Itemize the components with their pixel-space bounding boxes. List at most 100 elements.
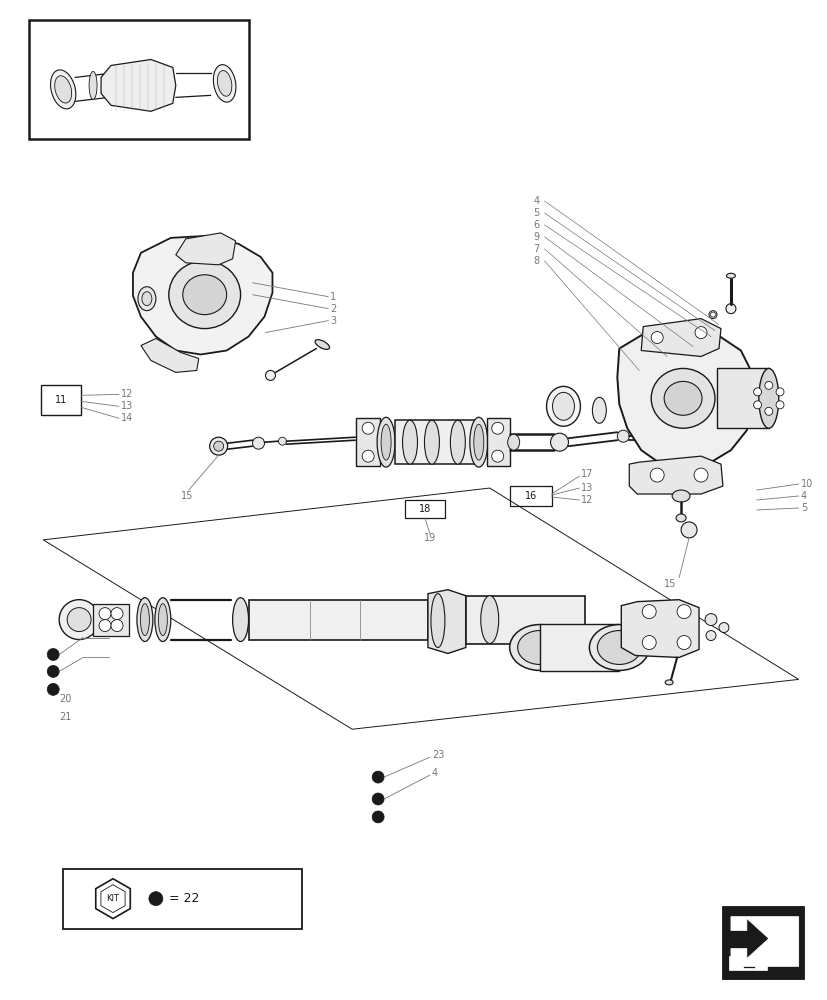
- Circle shape: [650, 332, 662, 344]
- Circle shape: [265, 370, 275, 380]
- Polygon shape: [629, 456, 722, 494]
- Ellipse shape: [552, 392, 574, 420]
- Polygon shape: [620, 600, 698, 657]
- Circle shape: [371, 811, 384, 823]
- Circle shape: [694, 327, 706, 339]
- Polygon shape: [356, 418, 380, 466]
- Circle shape: [704, 614, 716, 626]
- Ellipse shape: [589, 625, 648, 670]
- Text: 13: 13: [121, 401, 133, 411]
- Ellipse shape: [676, 514, 686, 522]
- Circle shape: [649, 468, 663, 482]
- Circle shape: [775, 388, 783, 396]
- Ellipse shape: [507, 434, 519, 450]
- Circle shape: [718, 623, 728, 633]
- Polygon shape: [101, 59, 175, 111]
- Polygon shape: [141, 339, 198, 372]
- Text: 12: 12: [581, 495, 593, 505]
- Ellipse shape: [663, 381, 701, 415]
- Ellipse shape: [141, 292, 151, 306]
- Ellipse shape: [169, 261, 241, 329]
- Circle shape: [764, 381, 772, 389]
- Circle shape: [371, 771, 384, 783]
- Ellipse shape: [402, 420, 417, 464]
- Text: 17: 17: [581, 469, 593, 479]
- Ellipse shape: [591, 397, 605, 423]
- Ellipse shape: [158, 604, 167, 636]
- Circle shape: [47, 665, 59, 677]
- Ellipse shape: [430, 594, 444, 648]
- Text: 9: 9: [533, 232, 539, 242]
- Circle shape: [693, 468, 707, 482]
- Polygon shape: [728, 953, 766, 970]
- Bar: [716, 368, 768, 428]
- Text: 5: 5: [533, 208, 539, 218]
- Circle shape: [491, 422, 503, 434]
- Ellipse shape: [596, 631, 640, 664]
- Text: 4: 4: [800, 491, 805, 501]
- Circle shape: [213, 441, 223, 451]
- Circle shape: [753, 388, 761, 396]
- Circle shape: [617, 430, 629, 442]
- Text: 18: 18: [418, 504, 431, 514]
- Ellipse shape: [380, 424, 390, 460]
- Text: 1: 1: [330, 292, 336, 302]
- Text: 20: 20: [59, 694, 71, 704]
- Text: 4: 4: [432, 768, 437, 778]
- Ellipse shape: [424, 420, 439, 464]
- Circle shape: [252, 437, 264, 449]
- Bar: [394, 420, 476, 464]
- Polygon shape: [486, 418, 509, 466]
- Bar: [404, 500, 444, 518]
- Circle shape: [59, 600, 99, 640]
- Bar: [722, 907, 801, 978]
- Ellipse shape: [136, 598, 153, 642]
- Bar: [466, 596, 585, 644]
- Ellipse shape: [155, 598, 170, 642]
- Ellipse shape: [473, 424, 483, 460]
- Polygon shape: [617, 327, 752, 468]
- Circle shape: [753, 401, 761, 409]
- Text: 15: 15: [663, 579, 676, 589]
- Text: 2: 2: [330, 304, 336, 314]
- Circle shape: [642, 636, 655, 649]
- Ellipse shape: [469, 417, 487, 467]
- Ellipse shape: [50, 70, 76, 109]
- Bar: [41, 385, 81, 415]
- Bar: [29, 20, 248, 139]
- Ellipse shape: [480, 596, 498, 644]
- Text: 12: 12: [121, 389, 133, 399]
- Circle shape: [681, 522, 696, 538]
- Circle shape: [361, 450, 374, 462]
- Circle shape: [111, 620, 123, 632]
- Circle shape: [47, 649, 59, 660]
- Bar: [509, 486, 551, 506]
- Text: 10: 10: [800, 479, 812, 489]
- Text: 14: 14: [121, 413, 133, 423]
- Text: 6: 6: [533, 220, 539, 230]
- Circle shape: [708, 311, 716, 319]
- Ellipse shape: [650, 368, 715, 428]
- Ellipse shape: [218, 71, 232, 96]
- Circle shape: [491, 450, 503, 462]
- Polygon shape: [101, 885, 125, 913]
- Circle shape: [725, 304, 735, 314]
- Circle shape: [67, 608, 91, 632]
- Circle shape: [775, 401, 783, 409]
- Ellipse shape: [758, 368, 778, 428]
- Bar: [539, 624, 619, 671]
- Circle shape: [149, 892, 163, 906]
- Ellipse shape: [725, 273, 734, 278]
- Polygon shape: [175, 233, 236, 265]
- Ellipse shape: [232, 598, 248, 642]
- Text: 19: 19: [423, 533, 436, 543]
- Text: KIT: KIT: [107, 894, 119, 903]
- Ellipse shape: [450, 420, 465, 464]
- Circle shape: [209, 437, 227, 455]
- Bar: [63, 869, 302, 929]
- Bar: [248, 600, 428, 640]
- Circle shape: [278, 437, 286, 445]
- Ellipse shape: [138, 287, 155, 311]
- Circle shape: [764, 407, 772, 415]
- Text: 8: 8: [533, 256, 539, 266]
